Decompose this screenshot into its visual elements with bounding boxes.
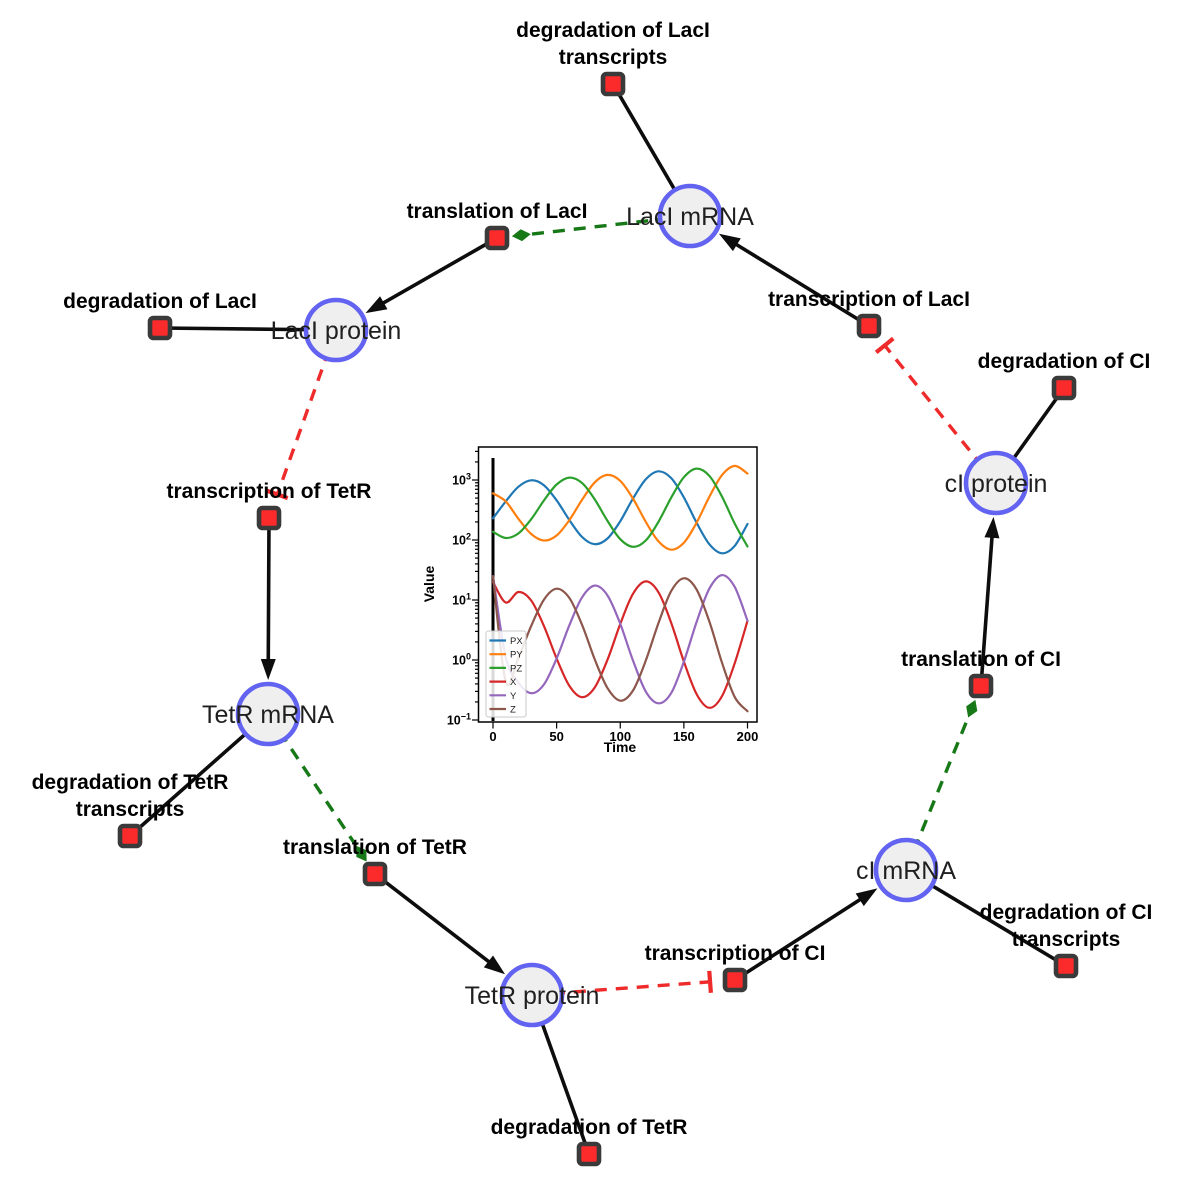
reaction-label-tx_ci: transcription of CI <box>645 942 826 965</box>
chart-y-axis-title: Value <box>421 566 437 603</box>
species-node-laci_mrna <box>657 183 723 249</box>
species-node-tetr_protein <box>499 962 565 1028</box>
reaction-label-deg_ci_tx-line1: transcripts <box>1012 928 1121 951</box>
arrowhead <box>718 233 741 252</box>
legend-label-PY: PY <box>510 650 523 661</box>
reaction-label-tx_tetr: transcription of TetR <box>167 480 372 503</box>
reaction-node-tx_ci <box>722 967 748 993</box>
chart-series-group <box>491 464 749 713</box>
reaction-label-tx_laci: transcription of LacI <box>768 288 970 311</box>
species-node-ci_protein <box>963 450 1029 516</box>
reaction-node-transl_tetr <box>362 861 388 887</box>
reaction-node-deg_ci <box>1051 375 1077 401</box>
reaction-label-deg_ci: degradation of CI <box>978 350 1151 373</box>
chart-legend: PX PY PZ XYZ <box>485 630 527 718</box>
edge-tx_laci-laci_mrna-production <box>718 233 870 328</box>
arrowhead <box>855 888 878 907</box>
reaction-node-deg_laci <box>147 315 173 341</box>
reaction-node-deg_tetr_tx <box>117 823 143 849</box>
arrowhead <box>365 296 388 314</box>
legend-label-PX: PX <box>510 636 523 647</box>
inhibition-tee-head <box>874 336 895 354</box>
reaction-label-deg_laci_tx-line1: transcripts <box>559 46 668 69</box>
chart-series-PX <box>491 470 749 555</box>
edge-transl_laci-laci_protein-production <box>365 236 498 314</box>
y-tick-label: 100 <box>452 652 471 668</box>
species-label-ci_protein: cI protein <box>945 470 1048 498</box>
reaction-label-deg_tetr_tx-line0: degradation of TetR <box>32 771 229 794</box>
edge-transl_tetr-tetr_protein-production <box>373 872 506 975</box>
catalysis-diamond-head <box>356 845 367 862</box>
reaction-node-tx_laci <box>856 313 882 339</box>
x-tick-label: 150 <box>673 729 695 744</box>
chart-x-axis-title: Time <box>604 739 637 755</box>
inhibition-tee-head <box>707 970 713 993</box>
y-tick-label: 103 <box>452 472 471 488</box>
edge-tx_tetr-tetr_mrna-production <box>260 517 276 681</box>
nodes-layer <box>117 71 1079 1167</box>
legend-label-PZ: PZ <box>510 663 522 674</box>
chart-series-PZ <box>491 467 749 548</box>
y-tick-label: 102 <box>452 532 471 548</box>
legend-label-X: X <box>510 677 517 688</box>
inhibition-tee-head <box>266 488 289 501</box>
reaction-node-transl_ci <box>968 673 994 699</box>
reaction-node-deg_tetr <box>576 1141 602 1167</box>
chart-series-Y <box>491 574 749 705</box>
species-node-tetr_mrna <box>235 681 301 747</box>
reaction-label-deg_ci_tx-line0: degradation of CI <box>980 901 1153 924</box>
catalysis-diamond-head <box>966 699 978 718</box>
x-tick-label: 200 <box>737 729 759 744</box>
arrowhead <box>483 955 506 975</box>
reaction-label-deg_laci_tx-line0: degradation of LacI <box>516 19 710 42</box>
species-label-ci_mrna: cI mRNA <box>856 857 956 885</box>
x-tick-label: 50 <box>549 729 563 744</box>
edge-tx_ci-ci_mrna-production <box>734 888 878 982</box>
legend-label-Z: Z <box>510 705 516 716</box>
reaction-node-deg_laci_tx <box>600 71 626 97</box>
chart-series-PY <box>491 464 749 551</box>
chart-x-tick-labels: 0 50 100 150 200 <box>489 729 758 744</box>
species-label-tetr_protein: TetR protein <box>465 982 600 1010</box>
reaction-node-deg_ci_tx <box>1053 953 1079 979</box>
reaction-node-tx_tetr <box>256 505 282 531</box>
reaction-node-transl_laci <box>484 225 510 251</box>
x-tick-label: 100 <box>609 729 631 744</box>
chart-frame <box>477 446 758 723</box>
species-label-tetr_mrna: TetR mRNA <box>202 701 334 729</box>
edges-layer <box>128 83 1067 1155</box>
arrowhead <box>260 658 276 681</box>
arrowhead <box>984 516 1000 539</box>
catalysis-diamond-head <box>511 229 531 242</box>
reaction-label-transl_laci: translation of LacI <box>407 200 588 223</box>
species-node-laci_protein <box>303 297 369 363</box>
labels-layer: LacI mRNA LacI protein TetR mRNA TetR prote… <box>32 19 1153 1139</box>
reaction-label-deg_laci: degradation of LacI <box>63 290 257 313</box>
edge-transl_ci-ci_protein-production <box>979 516 1000 687</box>
chart-series-Z <box>491 575 749 713</box>
species-label-laci_mrna: LacI mRNA <box>626 203 754 231</box>
reaction-label-deg_tetr_tx-line1: transcripts <box>76 798 185 821</box>
reaction-label-transl_ci: translation of CI <box>901 648 1061 671</box>
y-tick-label: 101 <box>452 592 471 608</box>
species-label-laci_protein: LacI protein <box>271 317 402 345</box>
species-node-ci_mrna <box>873 837 939 903</box>
embedded-chart: 10−1 100 101 102 103 0 50 100 150 200 PX PY PZ XYZ Tim… <box>421 446 758 755</box>
reaction-label-transl_tetr: translation of TetR <box>283 836 467 859</box>
x-tick-label: 0 <box>489 729 496 744</box>
reaction-label-deg_tetr: degradation of TetR <box>491 1116 688 1139</box>
legend-label-Y: Y <box>510 691 517 702</box>
chart-y-tick-labels: 10−1 100 101 102 103 <box>447 472 471 728</box>
y-tick-label: 10−1 <box>447 712 471 728</box>
